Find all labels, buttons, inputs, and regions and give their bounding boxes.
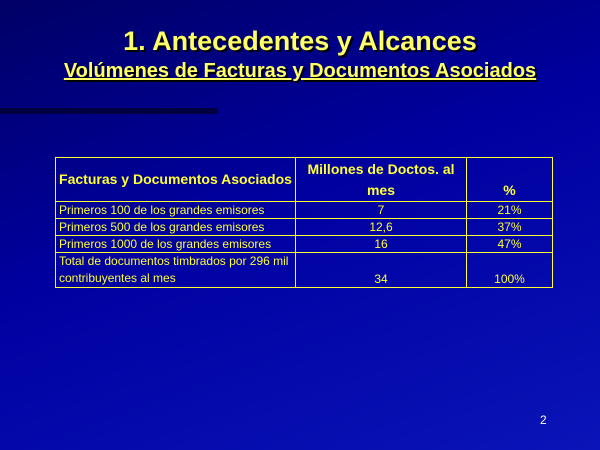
row-percent: 100% xyxy=(466,252,553,288)
slide-subtitle: Volúmenes de Facturas y Documentos Asoci… xyxy=(63,60,537,82)
row-label: Total de documentos timbrados por 296 mi… xyxy=(55,252,296,288)
table-row: Primeros 500 de los grandes emisores 12,… xyxy=(55,218,553,236)
row-millions: 12,6 xyxy=(295,218,467,236)
row-percent: 47% xyxy=(466,235,553,253)
volumes-table: Facturas y Documentos Asociados Millones… xyxy=(55,157,553,288)
row-millions: 34 xyxy=(295,252,467,288)
row-label: Primeros 1000 de los grandes emisores xyxy=(55,235,296,253)
table-row: Primeros 100 de los grandes emisores 7 2… xyxy=(55,201,553,219)
row-percent: 37% xyxy=(466,218,553,236)
header-documents: Facturas y Documentos Asociados xyxy=(55,157,296,202)
header-percent: % xyxy=(466,157,553,202)
table-header-row: Facturas y Documentos Asociados Millones… xyxy=(55,157,553,202)
page-number: 2 xyxy=(540,413,547,427)
row-millions: 7 xyxy=(295,201,467,219)
row-percent: 21% xyxy=(466,201,553,219)
header-millions: Millones de Doctos. al mes xyxy=(295,157,467,202)
table-row: Primeros 1000 de los grandes emisores 16… xyxy=(55,235,553,253)
decorative-bar xyxy=(0,108,218,114)
row-label: Primeros 500 de los grandes emisores xyxy=(55,218,296,236)
row-label: Primeros 100 de los grandes emisores xyxy=(55,201,296,219)
row-millions: 16 xyxy=(295,235,467,253)
table-row: Total de documentos timbrados por 296 mi… xyxy=(55,252,553,288)
slide-title: 1. Antecedentes y Alcances xyxy=(123,26,477,56)
